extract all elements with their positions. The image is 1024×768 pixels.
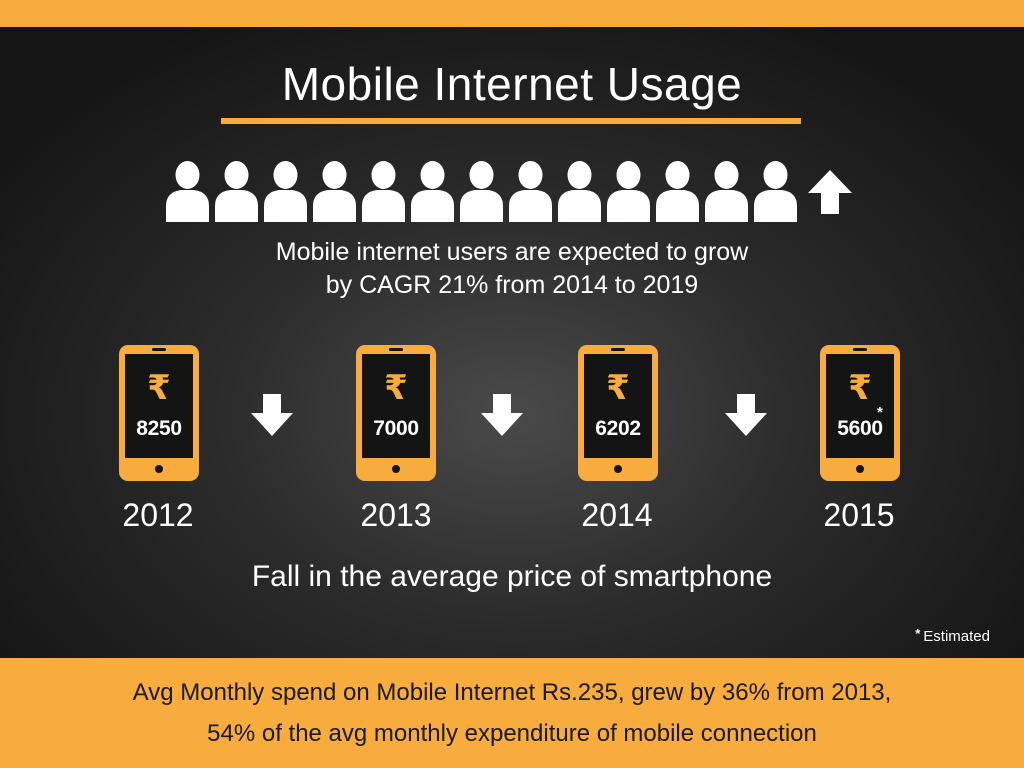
phone-screen — [826, 354, 894, 458]
person-icon — [362, 161, 405, 222]
summary-line-1: Avg Monthly spend on Mobile Internet Rs.… — [132, 679, 892, 706]
phone-speaker — [853, 348, 867, 351]
down-arrow-icon — [251, 394, 293, 436]
year-label: 2013 — [360, 497, 432, 533]
phone-speaker — [152, 348, 166, 351]
phone-home-button — [614, 465, 622, 473]
top-accent-band — [0, 0, 1024, 27]
phone-speaker — [611, 348, 625, 351]
person-icon — [558, 161, 601, 222]
growth-line-1: Mobile internet users are expected to gr… — [275, 238, 749, 266]
growth-line-2: by CAGR 21% from 2014 to 2019 — [325, 271, 699, 299]
price-value: 6202 — [595, 417, 641, 440]
phone-home-button — [155, 465, 163, 473]
users-icon-row — [163, 156, 863, 222]
rupee-icon: ₹ — [384, 368, 408, 408]
bottom-summary-band: Avg Monthly spend on Mobile Internet Rs.… — [0, 658, 1024, 768]
estimate-marker: * — [877, 404, 883, 421]
phone-screen — [362, 354, 430, 458]
price-value: 8250 — [136, 417, 182, 440]
person-icon — [215, 161, 258, 222]
person-icon — [509, 161, 552, 222]
down-arrow-icon — [481, 394, 523, 436]
rupee-icon: ₹ — [606, 368, 630, 408]
person-icon — [411, 161, 454, 222]
footnote-marker: * — [915, 626, 921, 641]
phone-screen — [584, 354, 652, 458]
person-icon — [705, 161, 748, 222]
phone-2012: ₹ 8250 — [119, 345, 199, 481]
growth-statement: Mobile internet users are expected to gr… — [0, 236, 1024, 302]
person-icon — [166, 161, 209, 222]
phone-speaker — [389, 348, 403, 351]
year-label: 2014 — [581, 497, 653, 533]
person-icon — [656, 161, 699, 222]
person-icon — [264, 161, 307, 222]
person-icon — [607, 161, 650, 222]
phone-home-button — [392, 465, 400, 473]
price-trend-caption: Fall in the average price of smartphone — [251, 560, 773, 593]
phone-home-button — [856, 465, 864, 473]
person-icon — [460, 161, 503, 222]
price-value: 5600 — [837, 417, 883, 440]
title-underline — [221, 118, 801, 124]
person-icon — [754, 161, 797, 222]
person-icon — [313, 161, 356, 222]
year-label: 2015 — [823, 497, 895, 533]
year-label: 2012 — [122, 497, 194, 533]
up-arrow-icon — [808, 170, 852, 214]
phone-2014: ₹ 6202 — [578, 345, 658, 481]
footnote-text: Estimated — [923, 628, 990, 645]
footnote: * Estimated — [915, 625, 990, 646]
rupee-icon: ₹ — [848, 368, 872, 408]
summary-line-2: 54% of the avg monthly expenditure of mo… — [207, 720, 817, 747]
price-value: 7000 — [373, 417, 419, 440]
phone-2015: ₹ * 5600 — [820, 345, 900, 481]
phone-screen — [125, 354, 193, 458]
rupee-icon: ₹ — [147, 368, 171, 408]
phone-2013: ₹ 7000 — [356, 345, 436, 481]
page-title: Mobile Internet Usage — [281, 58, 743, 110]
down-arrow-icon — [725, 394, 767, 436]
